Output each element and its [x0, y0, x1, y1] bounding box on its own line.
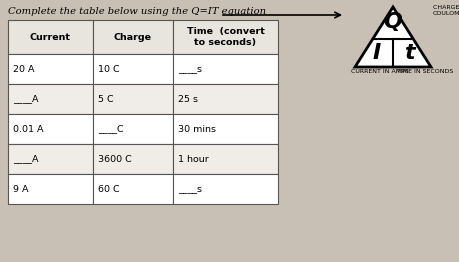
Bar	[8, 54, 93, 84]
Bar	[173, 20, 277, 54]
Text: 1 hour: 1 hour	[178, 155, 208, 163]
Bar	[173, 114, 277, 144]
Bar	[93, 174, 173, 204]
Text: ____s: ____s	[178, 64, 202, 74]
Bar	[8, 20, 277, 204]
Text: 30 mins: 30 mins	[178, 124, 216, 134]
Bar	[173, 84, 277, 114]
Bar	[8, 174, 93, 204]
Bar	[93, 84, 173, 114]
Text: ____A: ____A	[13, 155, 39, 163]
Bar	[8, 114, 93, 144]
Bar	[93, 20, 173, 54]
Text: 10 C: 10 C	[98, 64, 119, 74]
Text: 0.01 A: 0.01 A	[13, 124, 44, 134]
Text: CURRENT IN AMPS: CURRENT IN AMPS	[350, 69, 408, 74]
Text: 9 A: 9 A	[13, 184, 28, 194]
Bar	[8, 84, 93, 114]
Text: I: I	[372, 43, 381, 63]
Bar	[173, 54, 277, 84]
Text: 25 s: 25 s	[178, 95, 197, 103]
Bar	[93, 114, 173, 144]
Text: Q: Q	[383, 12, 402, 32]
Bar	[173, 174, 277, 204]
Text: TIME IN SECONDS: TIME IN SECONDS	[396, 69, 452, 74]
Bar	[173, 144, 277, 174]
Bar	[8, 144, 93, 174]
Bar	[93, 144, 173, 174]
Text: 5 C: 5 C	[98, 95, 113, 103]
Bar	[8, 20, 93, 54]
Text: t: t	[403, 43, 414, 63]
Text: ____s: ____s	[178, 184, 202, 194]
Text: Charge: Charge	[114, 32, 151, 41]
Text: 60 C: 60 C	[98, 184, 119, 194]
Text: CHARGE IN
COULOMBS: CHARGE IN COULOMBS	[432, 5, 459, 16]
Text: 20 A: 20 A	[13, 64, 34, 74]
Text: Complete the table below using the Q=IT equation: Complete the table below using the Q=IT …	[8, 7, 266, 16]
Text: ____C: ____C	[98, 124, 123, 134]
Text: ____A: ____A	[13, 95, 39, 103]
Text: 3600 C: 3600 C	[98, 155, 131, 163]
Text: Time  (convert
to seconds): Time (convert to seconds)	[186, 27, 264, 47]
Text: Current: Current	[30, 32, 71, 41]
Polygon shape	[354, 7, 430, 67]
Bar	[93, 54, 173, 84]
